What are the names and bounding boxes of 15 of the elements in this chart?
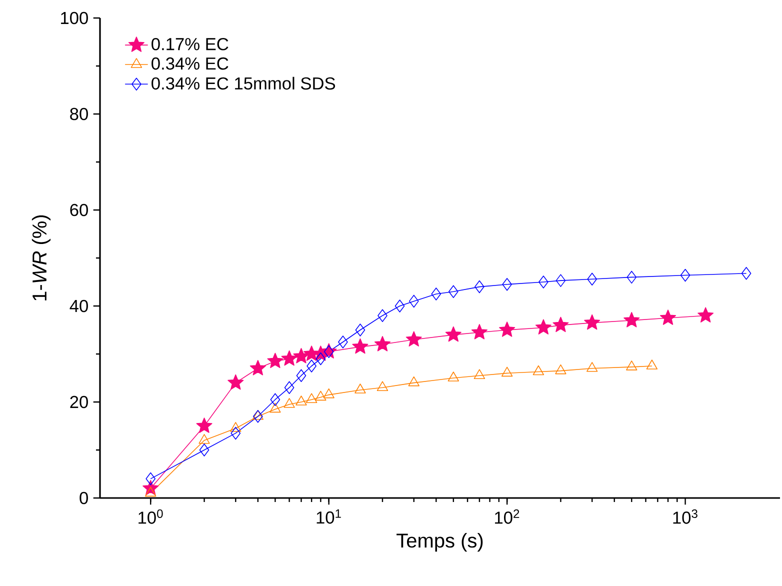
y-tick-label: 40 — [70, 300, 88, 312]
x-tick-label: 10$^{2}$ — [495, 509, 520, 524]
y-tick-label: 80 — [70, 108, 88, 120]
x-tick-label: 10$^{3}$ — [673, 509, 698, 524]
y-tick-label: 0 — [80, 492, 88, 504]
legend-label: 0.34% EC — [152, 57, 228, 70]
legend-label: 0.34% EC 15mmol SDS — [152, 76, 336, 90]
y-axis-title: 1-WR (%) — [32, 215, 51, 300]
y-tick-label: 20 — [70, 396, 88, 408]
x-tick-label: 10$^{1}$ — [316, 509, 341, 524]
x-axis-title: Temps (s) — [396, 532, 483, 552]
y-tick-label: 100 — [61, 12, 88, 24]
legend-label: 0.17% EC — [152, 38, 228, 50]
y-tick-label: 60 — [70, 204, 88, 216]
x-tick-label: 10$^{0}$ — [138, 509, 163, 524]
